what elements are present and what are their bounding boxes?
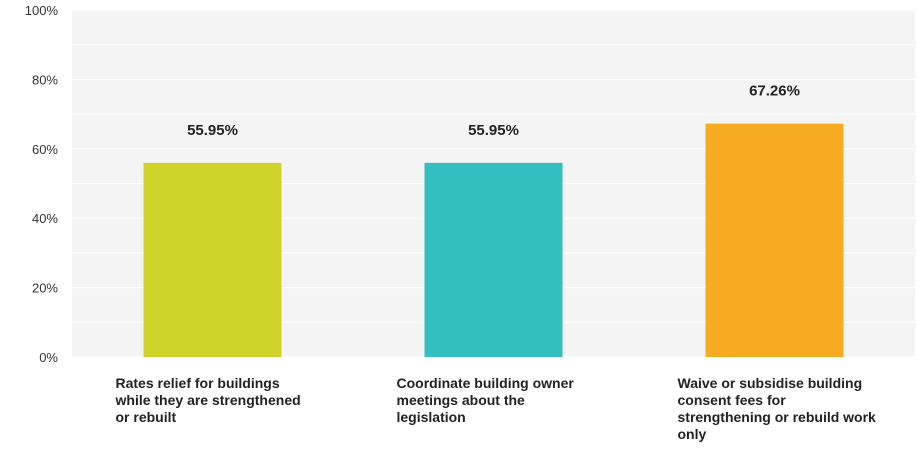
y-tick-label: 100% xyxy=(25,3,59,18)
y-tick-label: 40% xyxy=(32,211,58,226)
y-axis-ticks: 0% 20% 40% 60% 80% 100% xyxy=(25,3,59,365)
bar xyxy=(143,162,282,357)
x-category-label: Rates relief for buildings while they ar… xyxy=(115,375,301,425)
x-category-label: Waive or subsidise building consent fees… xyxy=(677,375,876,442)
y-tick-label: 20% xyxy=(32,281,58,296)
y-tick-label: 60% xyxy=(32,142,58,157)
x-category-label: Coordinate building owner meetings about… xyxy=(396,375,574,425)
data-label: 67.26% xyxy=(749,83,800,100)
bar xyxy=(424,162,563,357)
y-tick-label: 80% xyxy=(32,72,58,87)
bar xyxy=(705,123,844,357)
data-label: 55.95% xyxy=(468,122,519,139)
data-labels: 55.95% 55.95% 67.26% xyxy=(187,83,800,139)
data-label: 55.95% xyxy=(187,122,238,139)
bars xyxy=(143,123,844,357)
y-tick-label: 0% xyxy=(39,350,58,365)
